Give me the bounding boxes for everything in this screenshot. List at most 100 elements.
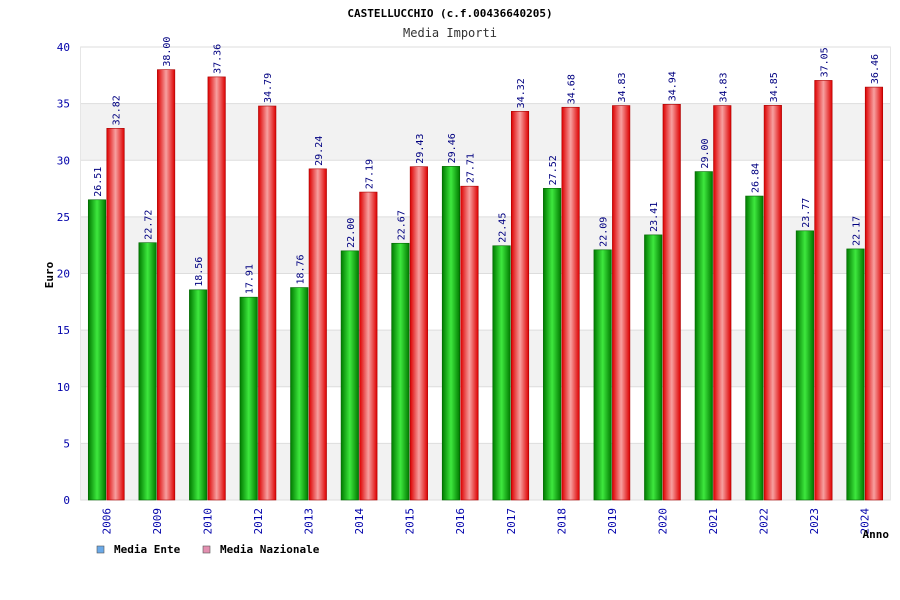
- bar-labels: 26.51 32.82 22.72 38.00 18.56 37.36 17.91 34.79…: [93, 37, 881, 295]
- bar-media-nazionale: [258, 105, 277, 501]
- bar-value-label: 34.85: [769, 72, 780, 102]
- legend-swatch-media-nazionale: [202, 545, 211, 554]
- y-axis-label: Euro: [43, 261, 56, 288]
- bar-value-label: 26.84: [750, 163, 761, 193]
- bar-media-nazionale: [106, 128, 125, 501]
- bar-media-nazionale: [864, 86, 884, 501]
- x-tick-label: 2016: [454, 508, 467, 535]
- legend-label-media-nazionale: Media Nazionale: [220, 543, 320, 556]
- bar-value-label: 27.19: [364, 159, 375, 189]
- bar-value-label: 29.00: [700, 138, 711, 168]
- bar-value-label: 29.43: [415, 134, 426, 164]
- bar-value-label: 34.83: [617, 72, 628, 102]
- y-tick-label: 0: [63, 494, 70, 507]
- bar-media-nazionale: [662, 104, 681, 501]
- bar-media-ente: [543, 188, 562, 501]
- bar-value-label: 22.45: [498, 213, 509, 243]
- x-tick-label: 2021: [707, 508, 720, 535]
- bar-value-label: 22.09: [599, 217, 610, 247]
- bar-value-label: 34.79: [263, 73, 274, 103]
- y-tick-label: 5: [63, 437, 70, 450]
- x-tick-label: 2024: [859, 508, 872, 535]
- bar-value-label: 32.82: [112, 95, 123, 125]
- bar-media-nazionale: [510, 111, 530, 501]
- legend-swatch-media-ente: [96, 545, 105, 554]
- x-tick-label: 2022: [758, 508, 771, 535]
- y-tick-label: 20: [57, 268, 70, 281]
- bar-value-label: 34.32: [516, 78, 527, 108]
- bar-value-label: 18.56: [194, 257, 205, 287]
- bar-media-ente: [138, 242, 157, 501]
- bar-media-ente: [239, 296, 258, 501]
- x-axis-ticks: 2006 2009 2010 2012 2013 2014 2015 2016 2017 2018…: [100, 508, 871, 535]
- bar-value-label: 37.36: [213, 44, 224, 74]
- bar-media-nazionale: [157, 69, 176, 501]
- bar-media-nazionale: [814, 80, 833, 501]
- bar-value-label: 29.24: [314, 136, 325, 166]
- bar-media-ente: [846, 248, 865, 501]
- chart-title: CASTELLUCCHIO (c.f.00436640205): [347, 7, 552, 20]
- y-tick-label: 35: [57, 98, 70, 111]
- y-tick-label: 40: [57, 41, 70, 54]
- bar-media-nazionale: [460, 185, 479, 501]
- bar-value-label: 22.67: [396, 210, 407, 240]
- y-axis-ticks: 0 5 10 15 20 25 30 35 40: [57, 41, 70, 507]
- bar-media-ente: [391, 242, 410, 501]
- bar-value-label: 27.71: [465, 153, 476, 183]
- x-tick-label: 2006: [100, 508, 113, 535]
- y-tick-label: 10: [57, 381, 70, 394]
- bar-media-nazionale: [561, 106, 580, 501]
- x-tick-label: 2012: [252, 508, 265, 535]
- bar-media-ente: [441, 166, 461, 501]
- bar-value-label: 36.46: [870, 54, 881, 84]
- bars: [87, 69, 884, 501]
- bar-value-label: 22.17: [851, 216, 862, 246]
- x-tick-label: 2017: [505, 508, 518, 535]
- bar-value-label: 27.52: [548, 155, 559, 185]
- legend: Media Ente Media Nazionale: [96, 543, 320, 556]
- bar-media-nazionale: [359, 191, 378, 501]
- chart-subtitle: Media Importi: [403, 26, 497, 40]
- bar-media-ente: [593, 249, 612, 501]
- bar-media-nazionale: [612, 105, 631, 501]
- x-tick-label: 2010: [201, 508, 214, 535]
- bar-value-label: 23.41: [649, 202, 660, 232]
- bar-value-label: 34.68: [567, 74, 578, 104]
- bar-media-ente: [340, 250, 359, 501]
- x-tick-label: 2014: [353, 508, 366, 535]
- bar-media-nazionale: [713, 105, 732, 501]
- y-tick-label: 30: [57, 154, 70, 167]
- x-tick-label: 2015: [404, 508, 417, 535]
- x-tick-label: 2018: [555, 508, 568, 535]
- y-tick-label: 15: [57, 324, 70, 337]
- bar-value-label: 34.83: [718, 72, 729, 102]
- x-tick-label: 2023: [808, 508, 821, 535]
- x-axis-label: Anno: [863, 528, 890, 541]
- bar-media-ente: [492, 245, 511, 501]
- bar-media-ente: [189, 289, 208, 501]
- bar-media-nazionale: [763, 105, 782, 501]
- bar-media-ente: [644, 234, 663, 501]
- bar-media-nazionale: [308, 168, 327, 501]
- bar-value-label: 22.00: [346, 218, 357, 248]
- bar-media-ente: [87, 199, 107, 501]
- x-tick-label: 2019: [606, 508, 619, 535]
- x-tick-label: 2020: [656, 508, 669, 535]
- bar-media-ente: [694, 171, 713, 501]
- bar-media-ente: [290, 287, 309, 501]
- bar-value-label: 38.00: [162, 37, 173, 67]
- bar-value-label: 17.91: [245, 264, 256, 294]
- bar-value-label: 34.94: [668, 71, 679, 101]
- bar-value-label: 26.51: [93, 167, 104, 197]
- bar-value-label: 22.72: [144, 210, 155, 240]
- bar-media-ente: [795, 230, 814, 501]
- bar-media-nazionale: [409, 166, 428, 501]
- x-tick-label: 2013: [303, 508, 316, 535]
- bar-value-label: 37.05: [819, 47, 830, 77]
- y-tick-label: 25: [57, 211, 70, 224]
- bar-media-nazionale: [207, 76, 226, 501]
- x-tick-label: 2009: [151, 508, 164, 535]
- bar-value-label: 29.46: [447, 133, 458, 163]
- bar-value-label: 23.77: [801, 198, 812, 228]
